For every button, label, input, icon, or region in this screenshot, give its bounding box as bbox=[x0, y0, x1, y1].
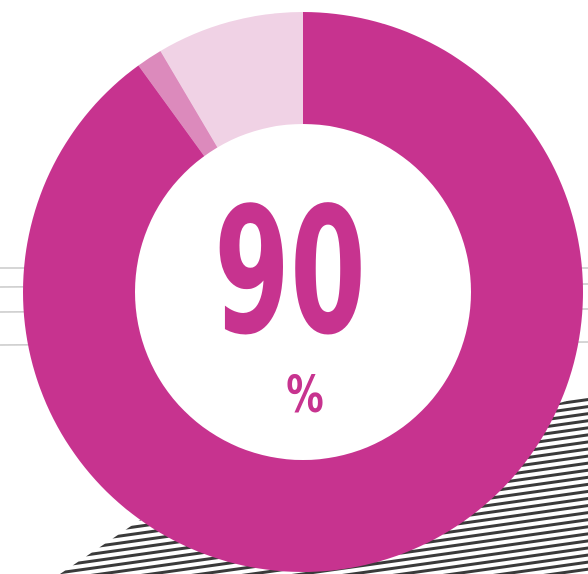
center-unit-label: % bbox=[286, 367, 323, 425]
donut-hole bbox=[135, 124, 471, 460]
center-value-label: 90 bbox=[214, 171, 366, 374]
